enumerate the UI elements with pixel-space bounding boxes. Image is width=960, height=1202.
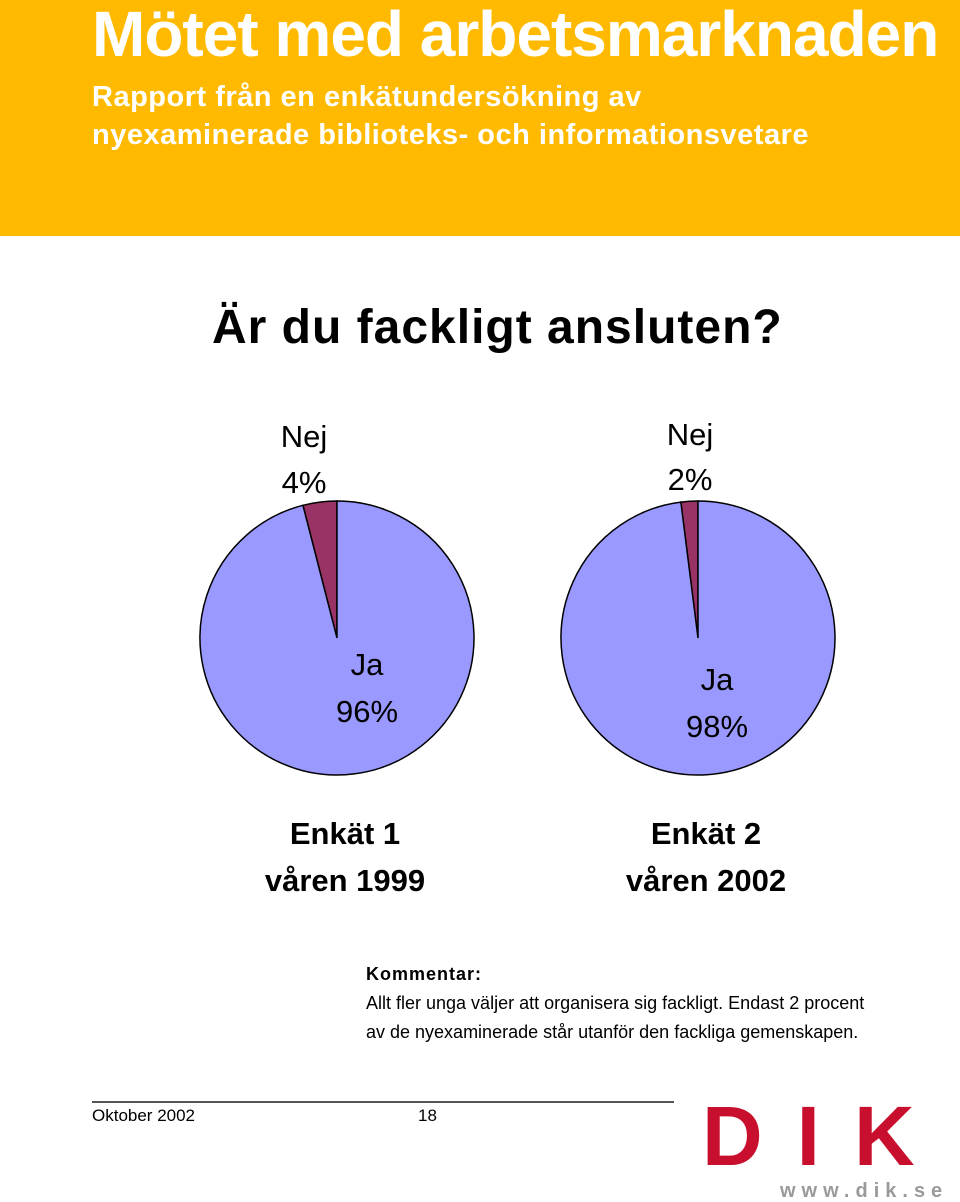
pie-1-caption-line-2: våren 1999 [265,863,425,898]
dik-url: www.dik.se [780,1180,949,1202]
pie-2-slices [560,500,836,776]
pie-chart-2: Nej 2% Ja 98% Enkät 2 våren 2002 [560,417,836,898]
comment-block: Kommentar: Allt fler unga väljer att org… [366,960,926,1047]
pie-2-ja-value: 98% [686,709,748,744]
comment-heading: Kommentar: [366,964,483,984]
pie-2-caption-line-2: våren 2002 [626,863,786,898]
pie-2-nej-label: Nej [667,417,714,452]
footer-date: Oktober 2002 [92,1106,196,1125]
pie-1-nej-value: 4% [282,465,327,500]
pie-1-slices [199,500,475,776]
pie-chart-1: Nej 4% Ja 96% Enkät 1 våren 1999 [199,419,475,898]
pie-2-caption-line-1: Enkät 2 [651,816,761,851]
pie-1-caption-line-1: Enkät 1 [290,816,400,851]
comment-line-2: av de nyexaminerade står utanför den fac… [366,1022,859,1042]
subtitle-line-1: Rapport från en enkätundersökning av [92,81,642,113]
footer-divider [92,1101,674,1103]
pie-2-ja-label: Ja [701,662,735,697]
page-subtitle: Rapport från en enkätundersökning av nye… [92,78,809,154]
pie-2-nej-value: 2% [668,462,713,497]
dik-logo: DIK [702,1089,949,1183]
pie-1-ja-label: Ja [351,647,385,682]
page-number: 18 [418,1106,437,1125]
chart-question: Är du fackligt ansluten? [212,301,783,354]
pie-2-slice-ja [560,500,836,776]
header-banner: Mötet med arbetsmarknaden Rapport från e… [0,0,960,236]
pie-charts: Nej 4% Ja 96% Enkät 1 våren 1999 Nej 2% … [199,417,836,898]
pie-1-slice-ja [199,500,475,776]
page-title: Mötet med arbetsmarknaden [92,0,939,70]
pie-1-nej-label: Nej [281,419,328,454]
pie-1-ja-value: 96% [336,694,398,729]
comment-line-1: Allt fler unga väljer att organisera sig… [366,993,865,1013]
subtitle-line-2: nyexaminerade biblioteks- och informatio… [92,119,809,151]
